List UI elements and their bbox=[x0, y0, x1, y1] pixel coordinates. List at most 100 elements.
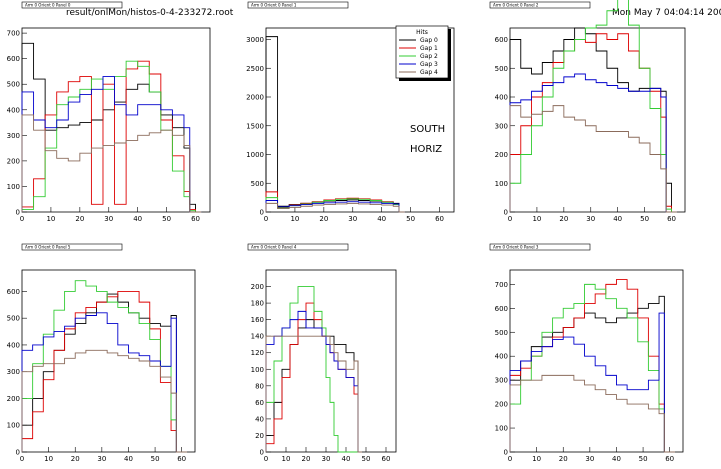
y-tick-label: 0 bbox=[504, 209, 508, 217]
x-tick-label: 40 bbox=[342, 455, 351, 463]
y-tick-label: 0 bbox=[16, 209, 20, 217]
x-tick-label: 20 bbox=[319, 215, 328, 223]
x-tick-label: 10 bbox=[44, 455, 53, 463]
y-tick-label: 600 bbox=[495, 305, 508, 313]
x-tick-label: 30 bbox=[585, 455, 594, 463]
series-gap-3 bbox=[21, 312, 188, 453]
y-tick-label: 200 bbox=[7, 395, 20, 403]
y-tick-label: 1500 bbox=[246, 122, 264, 130]
x-tick-label: 40 bbox=[612, 455, 621, 463]
y-tick-label: 0 bbox=[16, 449, 20, 457]
x-tick-label: 30 bbox=[348, 215, 357, 223]
series-gap-2 bbox=[509, 283, 676, 453]
y-tick-label: 400 bbox=[495, 94, 508, 102]
side-label-south: SOUTH bbox=[410, 124, 445, 135]
x-tick-label: 10 bbox=[532, 455, 541, 463]
series-gap-0 bbox=[509, 27, 677, 213]
series-gap-4 bbox=[509, 374, 676, 453]
y-tick-label: 200 bbox=[495, 151, 508, 159]
series-gap-4 bbox=[21, 349, 188, 453]
panel-title-box bbox=[21, 1, 123, 9]
panel-title-box bbox=[247, 243, 349, 251]
x-tick-label: 50 bbox=[639, 455, 648, 463]
y-tick-label: 0 bbox=[260, 209, 264, 217]
x-tick-label: 0 bbox=[264, 455, 268, 463]
y-tick-label: 80 bbox=[255, 382, 264, 390]
y-tick-label: 120 bbox=[251, 349, 264, 357]
y-tick-label: 600 bbox=[7, 55, 20, 63]
panel-title-box bbox=[21, 243, 123, 251]
x-tick-label: 50 bbox=[406, 215, 415, 223]
x-tick-label: 0 bbox=[508, 215, 512, 223]
y-tick-label: 0 bbox=[504, 449, 508, 457]
x-tick-label: 0 bbox=[264, 215, 268, 223]
plot-frame bbox=[21, 269, 196, 453]
y-tick-label: 700 bbox=[495, 281, 508, 289]
y-tick-label: 1000 bbox=[246, 151, 264, 159]
panel-title: Arm 0 Orient 0 Panel 2 bbox=[493, 3, 539, 8]
x-tick-label: 20 bbox=[559, 215, 568, 223]
y-tick-label: 600 bbox=[7, 288, 20, 296]
x-tick-label: 50 bbox=[362, 455, 371, 463]
y-tick-label: 140 bbox=[251, 333, 264, 341]
x-tick-label: 0 bbox=[20, 455, 24, 463]
plot-frame bbox=[265, 269, 397, 453]
timestamp-label: Mon May 7 04:04:14 2007 bbox=[612, 8, 721, 18]
y-tick-label: 20 bbox=[255, 432, 264, 440]
legend-entry: Gap 4 bbox=[420, 69, 438, 76]
x-tick-label: 60 bbox=[382, 455, 391, 463]
legend-entry: Gap 1 bbox=[420, 45, 438, 52]
y-tick-label: 500 bbox=[495, 65, 508, 73]
legend-shadow-right bbox=[448, 29, 451, 81]
plot-frame bbox=[509, 27, 686, 213]
legend-entry: Gap 3 bbox=[420, 61, 438, 68]
panel-title: Arm 0 Orient 0 Panel 3 bbox=[493, 245, 539, 250]
panel-title-box bbox=[489, 1, 591, 9]
panel-title: Arm 0 Orient 0 Panel 5 bbox=[25, 245, 71, 250]
y-tick-label: 0 bbox=[260, 449, 264, 457]
chart-panel-4: Arm 0 Orient 0 Panel 4 0 10 20 30 40 50 60 0 20 40… bbox=[247, 243, 397, 463]
y-tick-label: 300 bbox=[495, 377, 508, 385]
y-tick-label: 500 bbox=[251, 180, 264, 188]
chart-panel-1: Arm 0 Orient 0 Panel 1 0 10 20 30 40 50 60 0 500 1… bbox=[246, 1, 455, 223]
x-tick-label: 0 bbox=[20, 215, 24, 223]
panel-title: Arm 0 Orient 0 Panel 1 bbox=[251, 3, 297, 8]
series-gap-1 bbox=[21, 60, 202, 213]
y-tick-label: 40 bbox=[255, 415, 264, 423]
chart-panel-0: Arm 0 Orient 0 Panel 00 10 20 30 40 50 6001002… bbox=[7, 1, 211, 223]
y-tick-label: 300 bbox=[7, 132, 20, 140]
side-label-horiz: HORIZ bbox=[410, 144, 442, 155]
x-tick-label: 30 bbox=[322, 455, 331, 463]
x-tick-label: 10 bbox=[282, 455, 291, 463]
panel-title-box bbox=[247, 1, 349, 9]
y-tick-label: 60 bbox=[255, 399, 264, 407]
x-tick-label: 10 bbox=[532, 215, 541, 223]
series-gap-0 bbox=[509, 295, 676, 453]
y-tick-label: 100 bbox=[495, 180, 508, 188]
x-tick-label: 60 bbox=[191, 215, 200, 223]
x-tick-label: 20 bbox=[71, 455, 80, 463]
x-tick-label: 40 bbox=[124, 455, 133, 463]
x-tick-label: 10 bbox=[46, 215, 55, 223]
legend-entry: Gap 0 bbox=[420, 37, 438, 44]
series-gap-3 bbox=[265, 310, 362, 453]
y-tick-label: 100 bbox=[7, 183, 20, 191]
x-tick-label: 60 bbox=[177, 455, 186, 463]
series-gap-2 bbox=[265, 286, 362, 453]
y-tick-label: 300 bbox=[7, 368, 20, 376]
panel-title-box bbox=[489, 243, 591, 251]
x-tick-label: 60 bbox=[435, 215, 444, 223]
x-tick-label: 50 bbox=[151, 455, 160, 463]
series-gap-0 bbox=[21, 293, 188, 453]
x-tick-label: 50 bbox=[640, 215, 649, 223]
series-gap-4 bbox=[21, 114, 202, 213]
x-tick-label: 30 bbox=[104, 215, 113, 223]
y-tick-label: 200 bbox=[251, 283, 264, 291]
series-gap-0 bbox=[265, 319, 362, 453]
x-tick-label: 20 bbox=[559, 455, 568, 463]
x-tick-label: 0 bbox=[508, 455, 512, 463]
series-gap-1 bbox=[509, 33, 677, 213]
y-tick-label: 500 bbox=[495, 329, 508, 337]
